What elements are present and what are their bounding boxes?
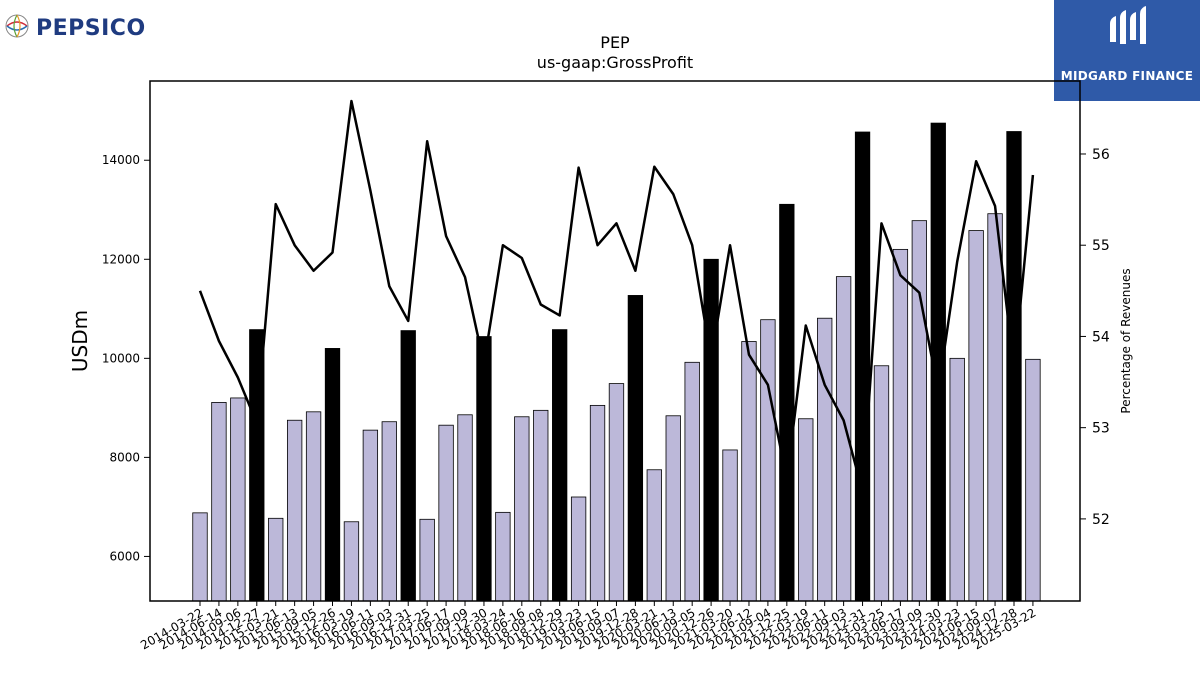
bar-quarter	[798, 418, 814, 602]
y-tick-label: 8000	[109, 450, 140, 464]
bar-quarter	[305, 411, 322, 602]
bars-group	[192, 122, 1041, 602]
y-tick-label: 6000	[109, 549, 140, 563]
bar-quarter	[457, 414, 473, 602]
bar-annual	[476, 336, 492, 602]
bar-quarter	[911, 220, 927, 602]
bar-quarter	[438, 424, 454, 602]
pepsico-logo: PEPSICO	[4, 6, 146, 46]
bar-quarter	[646, 469, 662, 602]
bar-quarter	[722, 449, 738, 602]
midgard-mark-icon	[1110, 6, 1146, 44]
chart-subtitle: us-gaap:GrossProfit	[537, 53, 693, 72]
bar-annual	[854, 131, 871, 602]
bar-quarter	[419, 518, 435, 602]
y2-tick-label: 53	[1092, 421, 1110, 437]
y2-tick-label: 56	[1092, 147, 1110, 163]
bar-quarter	[211, 402, 227, 602]
y2-tick-label: 52	[1092, 512, 1110, 528]
y2-tick-label: 55	[1092, 238, 1110, 254]
bar-quarter	[892, 248, 909, 602]
bar-quarter	[286, 419, 303, 602]
bar-annual	[552, 329, 568, 602]
bar-annual	[779, 203, 795, 602]
y-axis-ticks: 6000 8000 10000 12000 14000	[102, 153, 150, 563]
bar-annual	[703, 258, 719, 602]
bar-quarter	[968, 230, 984, 602]
chart-title: PEP	[600, 33, 630, 52]
globe-icon	[5, 14, 29, 38]
bar-quarter	[495, 511, 511, 602]
bar-quarter	[741, 341, 757, 602]
bar-quarter	[381, 421, 397, 602]
bar-quarter	[268, 517, 284, 602]
bar-quarter	[362, 429, 379, 602]
bar-quarter	[760, 319, 776, 602]
bar-quarter	[589, 404, 606, 602]
bar-quarter	[514, 416, 530, 602]
y2-axis-label: Percentage of Revenues	[1119, 268, 1133, 413]
bar-annual	[400, 330, 416, 602]
bar-quarter	[343, 521, 360, 602]
y2-tick-label: 54	[1092, 329, 1110, 345]
percentage-line	[198, 99, 1035, 493]
bar-annual	[324, 348, 341, 602]
pepsico-wordmark: PEPSICO	[36, 15, 146, 41]
midgard-wordmark: MIDGARD FINANCE	[1060, 69, 1194, 83]
bar-quarter	[665, 415, 681, 602]
bar-annual	[627, 295, 644, 602]
y2-axis-ticks: 52 53 54 55 56	[1080, 147, 1110, 528]
bar-quarter	[608, 383, 625, 602]
bar-quarter	[192, 512, 208, 602]
y-tick-label: 10000	[102, 351, 140, 365]
bar-quarter	[817, 317, 833, 602]
bar-quarter	[987, 213, 1003, 602]
bar-quarter	[533, 409, 549, 602]
bar-quarter	[1025, 358, 1041, 602]
plot-frame	[149, 80, 1081, 602]
bar-quarter	[684, 361, 700, 602]
bar-quarter	[230, 397, 246, 602]
y-axis-label: USDm	[68, 310, 92, 372]
y-tick-label: 14000	[102, 153, 140, 167]
midgard-finance-logo: MIDGARD FINANCE	[1054, 0, 1200, 101]
bar-quarter	[873, 365, 890, 602]
bar-quarter	[949, 357, 965, 602]
x-axis-ticks: 2014-03-222014-06-142014-09-062014-12-27…	[138, 601, 1038, 652]
bar-quarter	[570, 496, 587, 602]
y-tick-label: 12000	[102, 252, 140, 266]
